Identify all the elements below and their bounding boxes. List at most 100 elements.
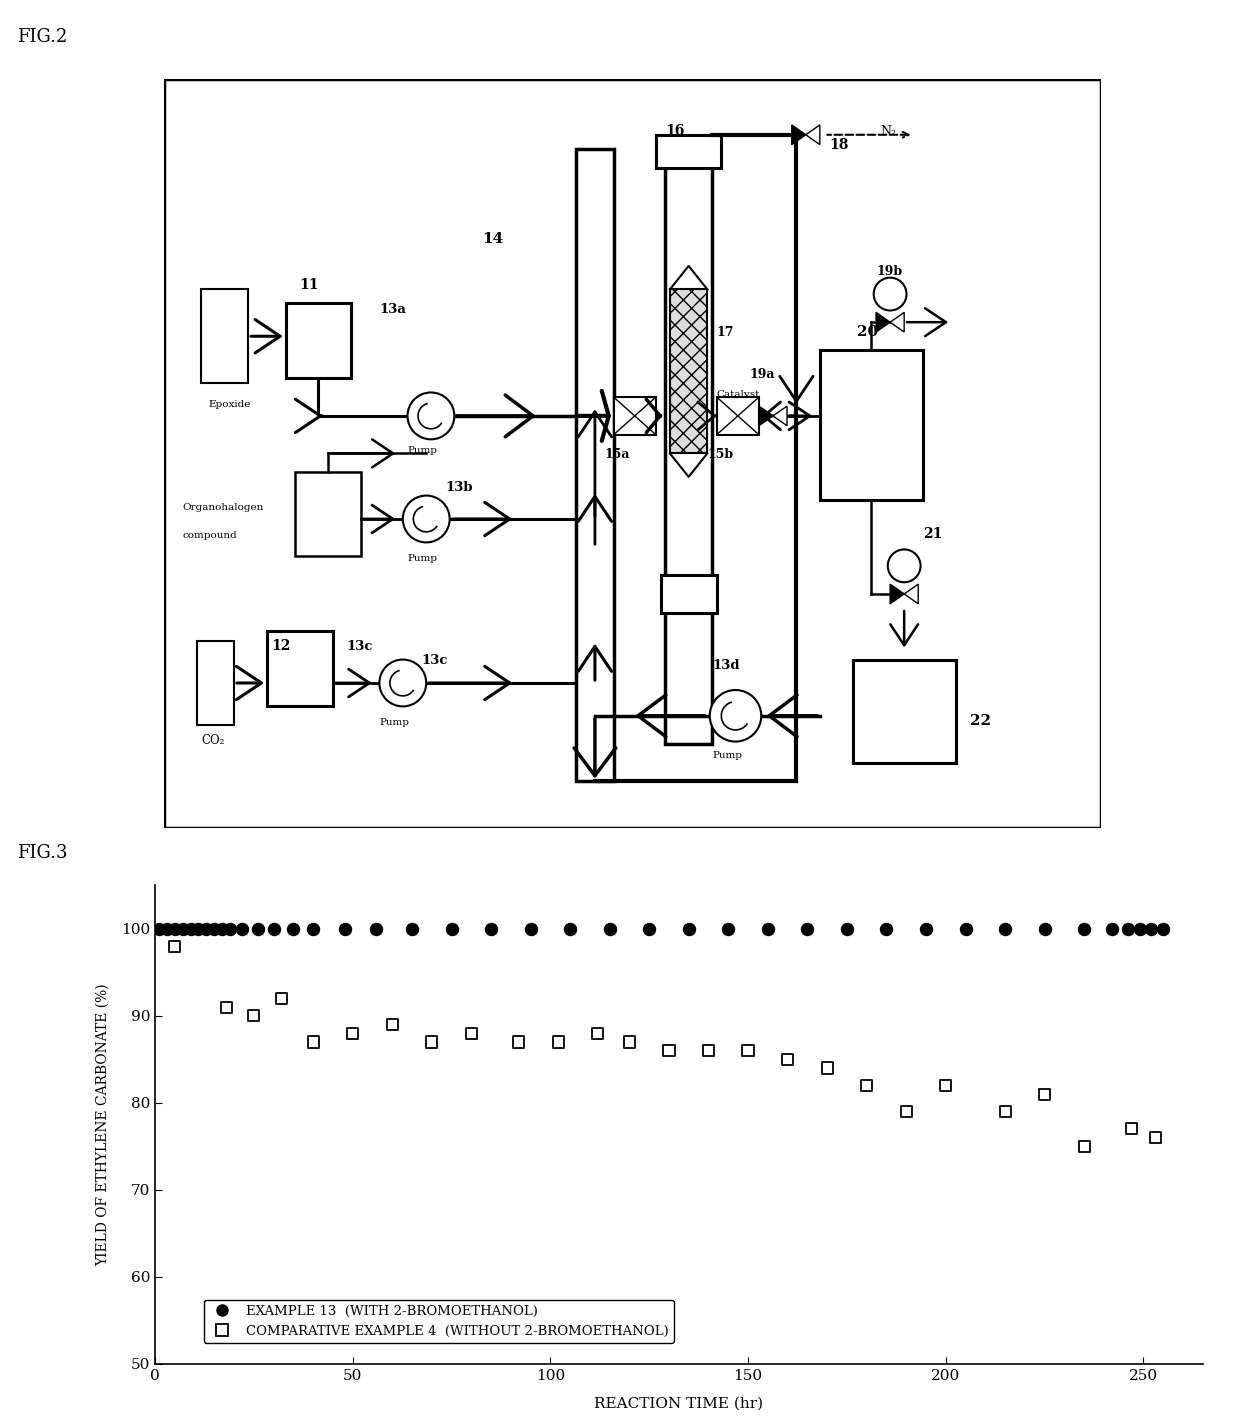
Polygon shape (759, 406, 773, 426)
Point (212, 917, 232, 940)
Point (342, 1022, 362, 1045)
Point (1117, 917, 1137, 940)
Text: 22: 22 (970, 714, 991, 728)
Point (304, 917, 324, 940)
Text: 11: 11 (300, 278, 319, 293)
Point (461, 1022, 481, 1045)
Bar (665, 159, 712, 744)
Text: Pump: Pump (712, 751, 742, 760)
Point (857, 1074, 877, 1097)
Point (335, 917, 355, 940)
Point (916, 917, 936, 940)
Point (897, 1100, 916, 1122)
Polygon shape (806, 124, 820, 144)
Bar (295, 473, 361, 557)
Legend: EXAMPLE 13  (WITH 2-BROMOETHANOL), COMPARATIVE EXAMPLE 4  (WITHOUT 2-BROMOETHANO: EXAMPLE 13 (WITH 2-BROMOETHANOL), COMPAR… (203, 1299, 673, 1342)
Polygon shape (875, 313, 890, 333)
Text: 19b: 19b (875, 266, 903, 278)
Point (196, 917, 216, 940)
Text: 18: 18 (830, 139, 848, 151)
Point (304, 1031, 324, 1054)
Point (797, 917, 817, 940)
Point (157, 917, 177, 940)
Text: Pump: Pump (408, 447, 438, 456)
Point (481, 917, 501, 940)
Text: 13c: 13c (346, 640, 373, 653)
Point (521, 917, 541, 940)
Point (382, 1012, 402, 1035)
Point (1142, 917, 1162, 940)
Point (877, 917, 897, 940)
Point (264, 917, 284, 940)
Text: 15a: 15a (604, 448, 630, 461)
Text: 13b: 13b (445, 481, 472, 494)
Text: 13c: 13c (422, 654, 448, 667)
Point (221, 917, 241, 940)
Bar (717, 397, 759, 434)
Point (284, 917, 304, 940)
Bar (820, 350, 923, 500)
Polygon shape (890, 313, 904, 333)
Point (1074, 1135, 1094, 1158)
Text: FIG.2: FIG.2 (17, 29, 68, 46)
Text: 16: 16 (665, 124, 684, 137)
Text: 19a: 19a (749, 368, 775, 381)
Point (698, 1040, 718, 1062)
Point (560, 917, 580, 940)
Point (244, 1004, 264, 1027)
Point (640, 917, 660, 940)
Circle shape (709, 690, 761, 741)
Bar (285, 304, 351, 378)
Text: Pump: Pump (379, 718, 409, 727)
Point (232, 917, 252, 940)
Point (1102, 917, 1122, 940)
Point (1130, 917, 1149, 940)
Point (188, 917, 208, 940)
Point (1034, 1082, 1054, 1105)
Point (272, 987, 291, 1010)
X-axis label: REACTION TIME (hr): REACTION TIME (hr) (594, 1397, 764, 1411)
Point (600, 917, 620, 940)
Point (996, 917, 1016, 940)
Circle shape (408, 393, 454, 440)
Polygon shape (791, 124, 806, 144)
Polygon shape (773, 406, 787, 426)
Text: 12: 12 (272, 640, 291, 653)
Y-axis label: YIELD OF ETHYLENE CARBONATE (%): YIELD OF ETHYLENE CARBONATE (%) (95, 984, 110, 1265)
Text: 13a: 13a (379, 303, 407, 316)
Point (1153, 917, 1173, 940)
Point (1146, 1127, 1166, 1150)
Point (149, 917, 169, 940)
Point (817, 1057, 837, 1080)
Bar (670, 290, 707, 453)
Point (165, 935, 185, 958)
Point (678, 917, 698, 940)
Text: 13d: 13d (712, 658, 739, 673)
Point (588, 1022, 608, 1045)
Point (837, 917, 857, 940)
Point (738, 1040, 758, 1062)
Text: 14: 14 (482, 231, 503, 246)
Point (441, 917, 461, 940)
Point (181, 917, 201, 940)
Text: CO₂: CO₂ (201, 734, 224, 747)
Bar (614, 397, 656, 434)
Text: 17: 17 (717, 326, 734, 340)
Point (548, 1031, 568, 1054)
Text: compound: compound (182, 531, 237, 540)
Circle shape (888, 550, 920, 583)
Text: 15b: 15b (707, 448, 734, 461)
Point (248, 917, 268, 940)
Bar (197, 641, 234, 725)
Polygon shape (890, 584, 904, 604)
Point (936, 1074, 956, 1097)
Point (620, 1031, 640, 1054)
Text: Pump: Pump (408, 554, 438, 563)
Point (1074, 917, 1094, 940)
Bar (656, 134, 722, 167)
Text: Organohalogen: Organohalogen (182, 503, 264, 511)
Circle shape (874, 277, 906, 310)
Circle shape (403, 496, 450, 543)
Text: FIG.3: FIG.3 (17, 844, 68, 861)
Point (758, 917, 777, 940)
